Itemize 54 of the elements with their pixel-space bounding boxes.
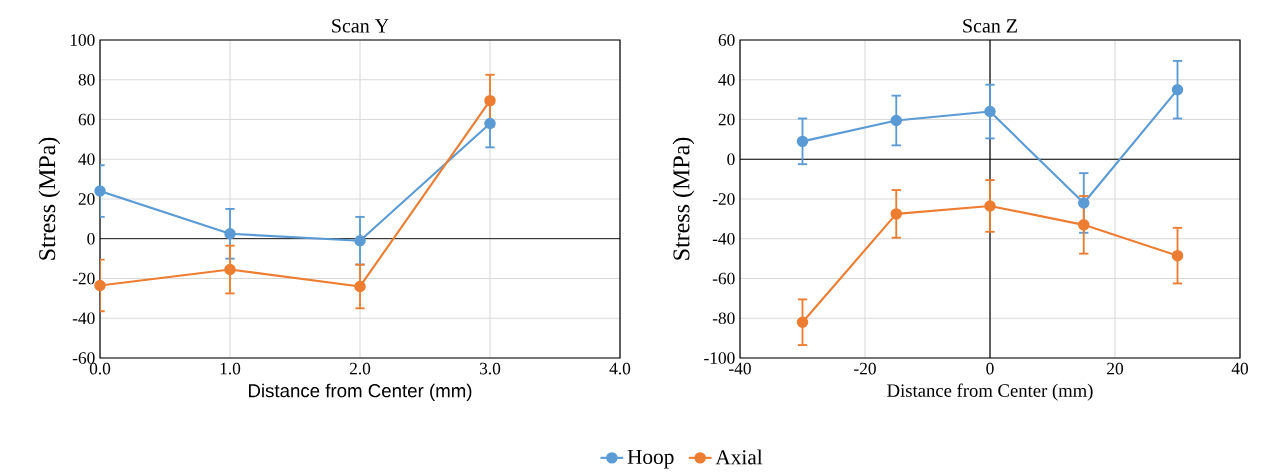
x-tick-label: -20 xyxy=(854,362,876,375)
y-tick-label: 100 xyxy=(70,34,95,47)
point xyxy=(354,280,366,293)
y-tick-label: -60 xyxy=(72,352,95,365)
y-tick-label: -40 xyxy=(712,233,735,245)
point xyxy=(94,185,106,197)
point xyxy=(796,135,809,148)
x-tick-label: 0 xyxy=(986,362,994,375)
y-tick-label: -100 xyxy=(704,352,735,365)
point xyxy=(984,106,996,118)
x-tick-label: 4.0 xyxy=(609,362,631,375)
point xyxy=(984,200,996,212)
x-tick-label: 1.0 xyxy=(220,362,241,375)
y-tick-label: 40 xyxy=(78,153,95,166)
x-axis-title: Distance from Center (mm) xyxy=(249,383,472,402)
y-tick-label: 40 xyxy=(718,74,735,86)
chart-title: Scan Y xyxy=(332,19,389,33)
point xyxy=(1171,250,1184,262)
x-axis-title: Distance from Center (mm) xyxy=(887,383,1093,401)
y-axis-title: Stress (MPa) xyxy=(38,137,61,260)
point xyxy=(890,114,902,127)
y-tick-label: -80 xyxy=(712,312,735,325)
y-tick-label: 20 xyxy=(78,193,95,206)
point xyxy=(224,228,236,240)
y-tick-label: 80 xyxy=(78,74,95,86)
point xyxy=(354,235,366,247)
point xyxy=(890,208,902,220)
y-axis-title: Stress (MPa) xyxy=(672,137,695,260)
point xyxy=(1078,219,1090,231)
y-tick-label: -20 xyxy=(72,272,95,285)
point xyxy=(1078,197,1090,209)
point xyxy=(94,279,106,292)
x-tick-label: 3.0 xyxy=(480,362,501,375)
point xyxy=(1171,84,1184,96)
point xyxy=(484,117,496,130)
y-tick-label: 0 xyxy=(727,153,735,166)
chart-title: Scan Z xyxy=(963,19,1017,33)
point xyxy=(484,95,496,107)
x-tick-label: 0.0 xyxy=(89,362,111,375)
y-tick-label: 0 xyxy=(87,233,95,245)
y-tick-label: 60 xyxy=(78,113,95,126)
x-tick-label: 2.0 xyxy=(349,362,371,375)
y-tick-label: 20 xyxy=(718,113,735,126)
x-tick-label: 40 xyxy=(1231,362,1249,375)
legend-label: Axial xyxy=(715,449,763,465)
point xyxy=(224,264,236,276)
x-tick-label: 20 xyxy=(1107,362,1124,375)
y-tick-label: 60 xyxy=(718,34,735,47)
y-tick-label: -40 xyxy=(72,312,95,325)
x-tick-label: -40 xyxy=(729,362,751,375)
y-tick-label: -20 xyxy=(712,193,735,206)
y-tick-label: -60 xyxy=(712,272,735,285)
point xyxy=(796,316,809,329)
legend-label: Hoop xyxy=(627,450,674,469)
